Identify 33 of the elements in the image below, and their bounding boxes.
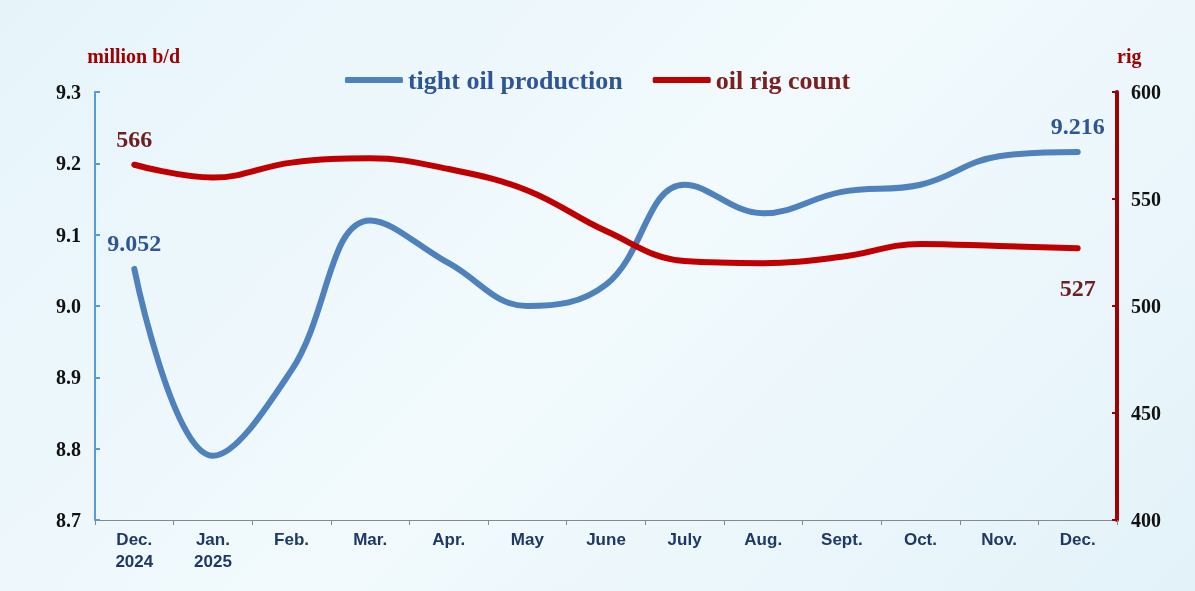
x-tick-label: Dec. 2024 bbox=[115, 529, 154, 571]
x-tick-label: June bbox=[586, 529, 626, 549]
data-label: 9.052 bbox=[107, 229, 162, 256]
x-tick-label: Sept. bbox=[821, 529, 863, 549]
x-tick-label: Aug. bbox=[744, 529, 783, 549]
data-label: 527 bbox=[1059, 275, 1096, 302]
x-tick-label: Apr. bbox=[432, 529, 466, 549]
y2-tick-label: 550 bbox=[1131, 188, 1161, 210]
y-tick-label: 8.7 bbox=[56, 509, 81, 531]
y-tick-label: 9.3 bbox=[56, 81, 81, 103]
legend-label: oil rig count bbox=[715, 65, 851, 95]
data-label: 566 bbox=[116, 125, 153, 152]
x-tick-label: Feb. bbox=[274, 529, 310, 549]
y2-tick-label: 400 bbox=[1131, 509, 1161, 531]
y2-axis-title: rig bbox=[1117, 45, 1142, 68]
x-tick-label: May bbox=[510, 529, 545, 549]
x-tick-label: Mar. bbox=[353, 529, 388, 549]
y-axis-title: million b/d bbox=[87, 45, 180, 67]
x-tick-label: Nov. bbox=[981, 529, 1017, 549]
y-tick-label: 9.1 bbox=[56, 223, 81, 246]
y2-tick-label: 600 bbox=[1131, 81, 1161, 103]
y2-tick-label: 450 bbox=[1131, 402, 1161, 424]
x-tick-label: July bbox=[667, 529, 703, 549]
y-tick-label: 8.8 bbox=[56, 437, 81, 460]
x-tick-label: Oct. bbox=[903, 529, 937, 549]
y-tick-label: 9.2 bbox=[56, 152, 81, 175]
y-tick-label: 9.0 bbox=[56, 295, 81, 317]
y2-tick-label: 500 bbox=[1131, 295, 1161, 317]
x-tick-label: Jan. 2025 bbox=[194, 529, 232, 571]
y-tick-label: 8.9 bbox=[56, 366, 81, 389]
legend-label: tight oil production bbox=[407, 65, 624, 95]
x-tick-label: Dec. bbox=[1059, 529, 1096, 549]
data-label: 9.216 bbox=[1050, 112, 1105, 139]
